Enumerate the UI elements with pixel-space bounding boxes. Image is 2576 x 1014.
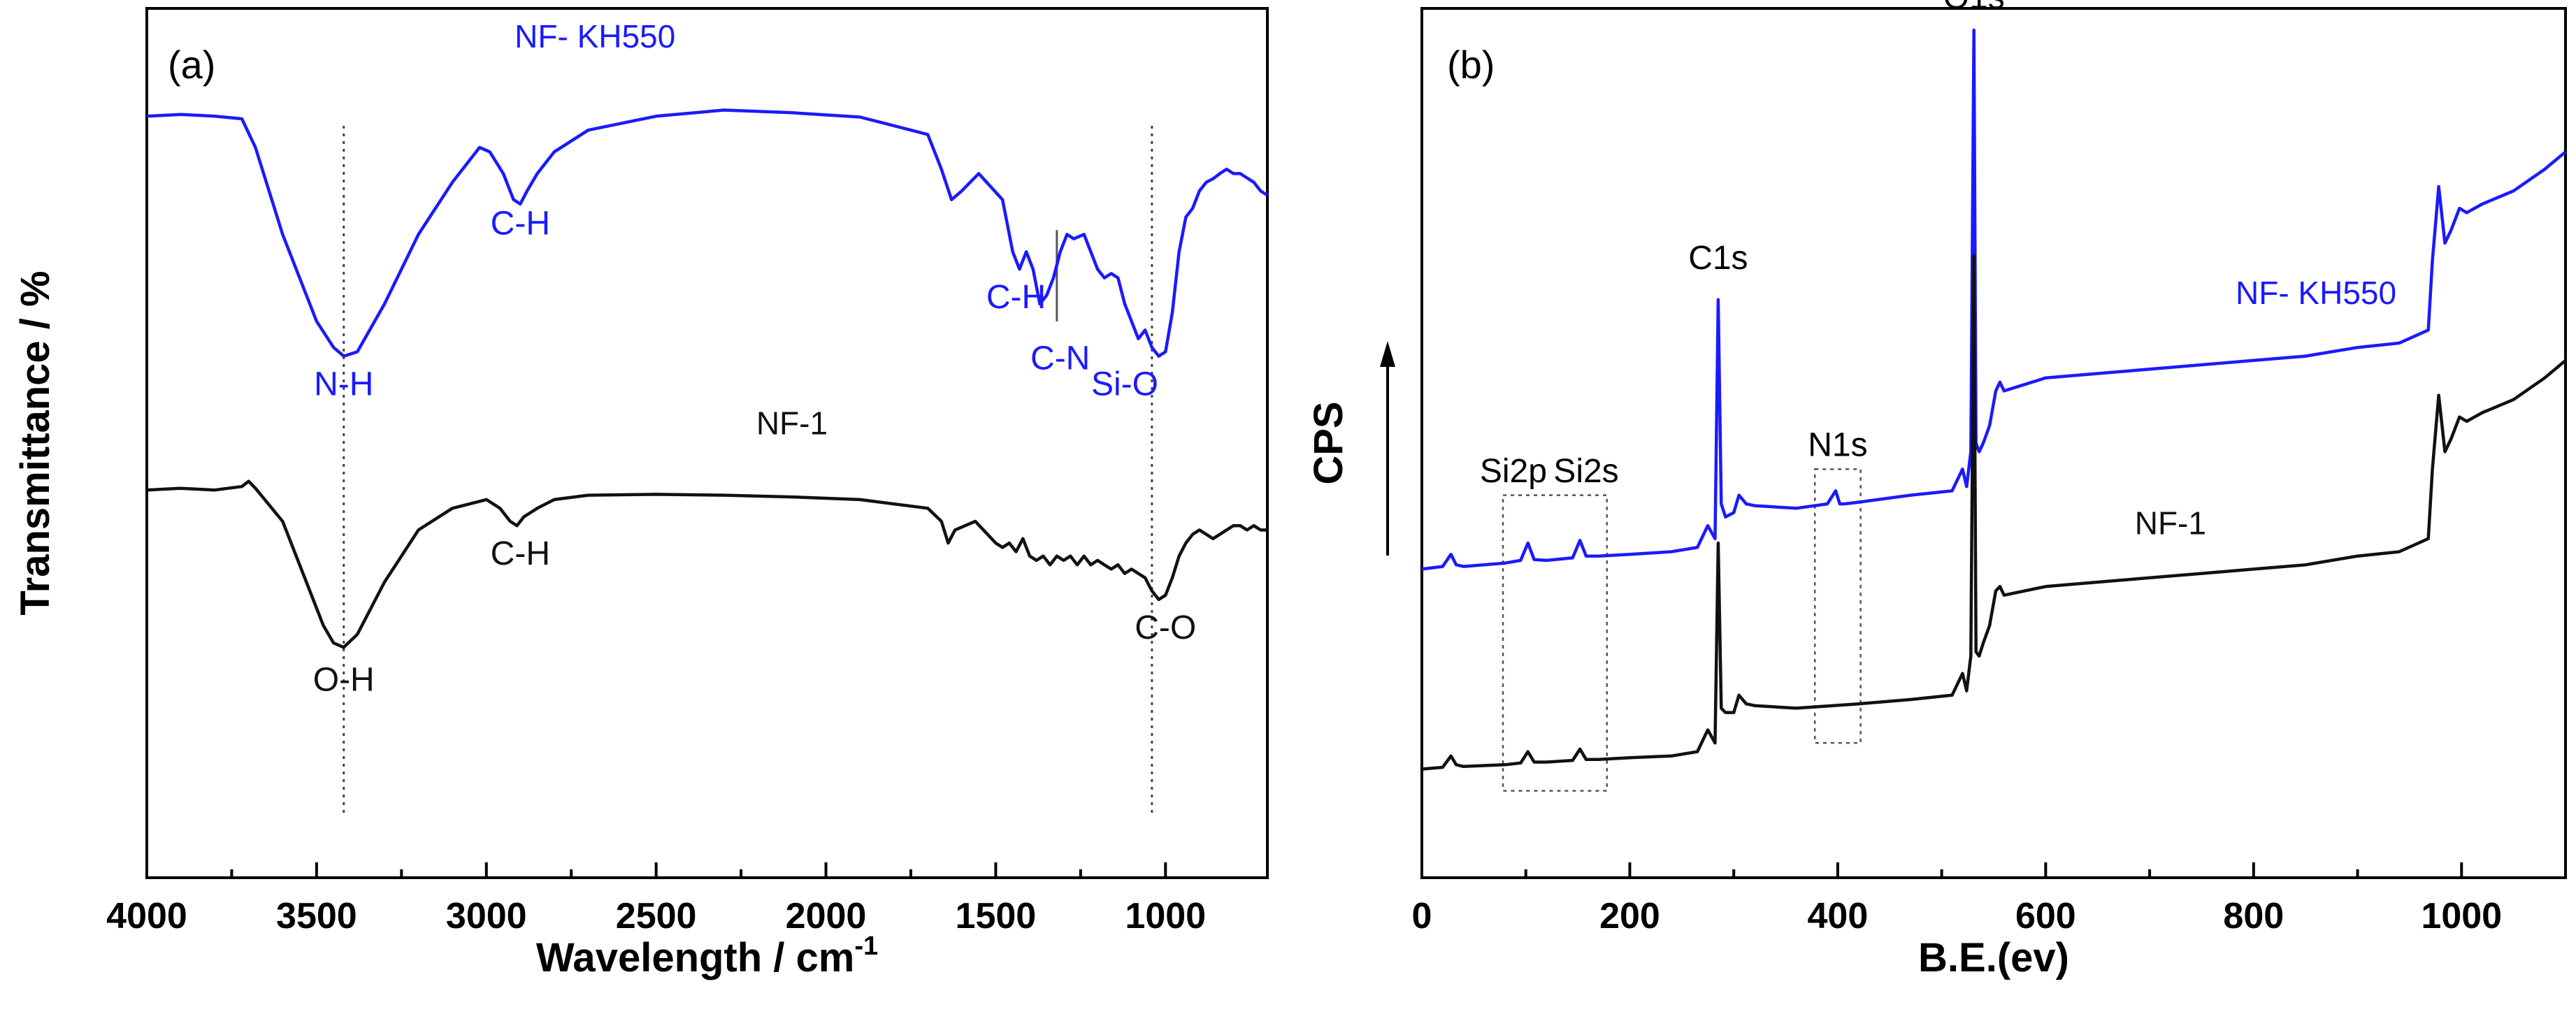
- peak-annotation: C-N: [1030, 340, 1090, 377]
- x-tick-label: 3000: [446, 896, 527, 936]
- peak-annotation: Si2p: [1480, 453, 1547, 490]
- panel-a-ftir-chart: (a) 4000 3500 3000 2500 2000 1500 1000 Wavelengt…: [13, 7, 1269, 980]
- peak-annotation: C-H: [986, 279, 1046, 316]
- peak-annotation: O-H: [313, 662, 375, 699]
- x-axis-title-superscript: -1: [854, 932, 878, 961]
- x-tick-label: 1000: [2421, 896, 2502, 936]
- x-axis-title: Wavelength / cm-1: [536, 932, 878, 980]
- peak-region-box: [1813, 468, 1862, 744]
- x-tick-label: 800: [2223, 896, 2284, 936]
- plot-frame: [145, 7, 1269, 879]
- x-tick-label: 600: [2015, 896, 2076, 936]
- peak-annotation: C-H: [491, 205, 550, 242]
- x-tick-label: 2500: [616, 896, 697, 936]
- series-line-nf-kh550: [146, 108, 1269, 358]
- x-tick-label: 2000: [786, 896, 867, 936]
- x-tick-label: 1500: [956, 896, 1037, 936]
- x-tick-label: 4000: [106, 896, 187, 936]
- y-axis-title: Transmittance / %: [13, 270, 58, 615]
- x-tick-label: 1000: [1125, 896, 1206, 936]
- x-tick-label: 0: [1412, 896, 1432, 936]
- series-label: NF-1: [2135, 505, 2206, 542]
- peak-annotation: O1s: [1943, 0, 2005, 16]
- peak-annotation: C1s: [1688, 240, 1748, 277]
- x-tick-label: 400: [1808, 896, 1869, 936]
- series-line-nf-1: [146, 479, 1267, 649]
- series-label: NF- KH550: [515, 18, 675, 55]
- peak-annotation: Si2s: [1553, 453, 1618, 490]
- panel-b-xps-chart: (b) 0 200 400 600 800 1000 B.E.(ev) CPS NF- KH550…: [1306, 0, 2567, 980]
- x-tick-label: 3500: [276, 896, 357, 936]
- series-label: NF-1: [756, 405, 828, 442]
- plot-frame: [1420, 7, 2567, 879]
- series-line-nf-kh550: [1421, 28, 2567, 571]
- panel-label: (a): [168, 43, 215, 87]
- series-label: NF- KH550: [2236, 275, 2396, 311]
- peak-annotation: C-H: [491, 535, 550, 572]
- peak-annotation: N-H: [314, 366, 373, 403]
- peak-annotation: Si-O: [1091, 366, 1158, 403]
- peak-region-box: [1502, 494, 1608, 792]
- panel-label: (b): [1447, 43, 1495, 87]
- y-axis-title: CPS: [1306, 401, 1351, 484]
- peak-annotation: N1s: [1808, 427, 1867, 464]
- y-axis-arrow-head: [1380, 341, 1395, 367]
- x-axis-title: B.E.(ev): [1918, 935, 2069, 980]
- peak-annotation: C-O: [1135, 609, 1196, 646]
- series-line-nf-1: [1421, 254, 2567, 771]
- x-tick-label: 200: [1599, 896, 1660, 936]
